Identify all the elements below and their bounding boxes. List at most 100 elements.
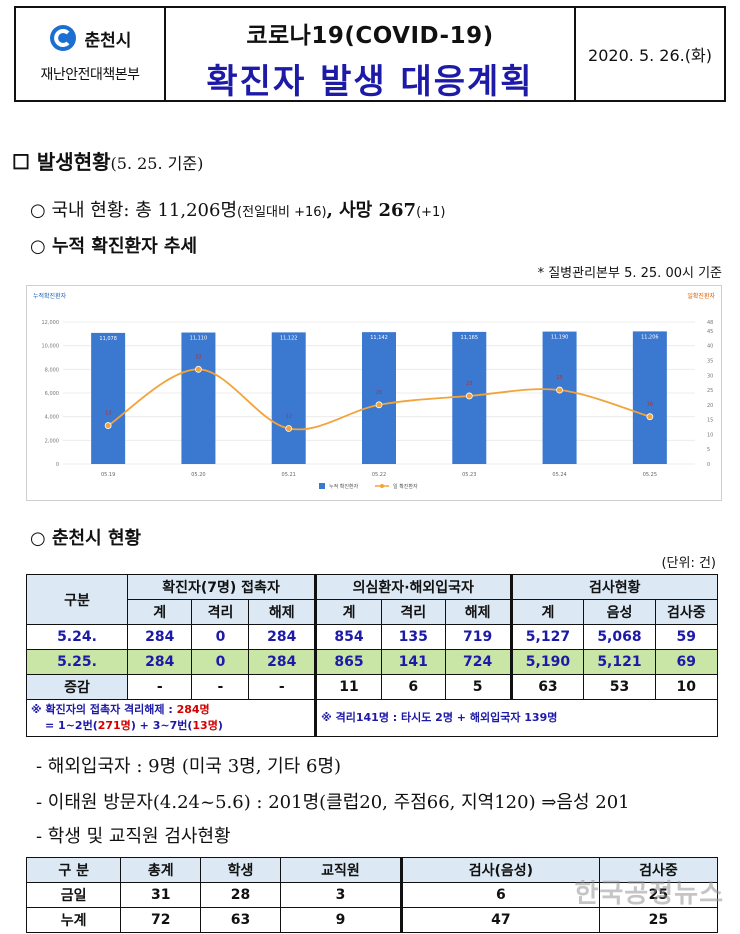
y-tick-label-right: 40 xyxy=(707,344,713,350)
overseas-line: - 해외입국자 : 9명 (미국 3명, 기타 6명) xyxy=(36,756,342,777)
bar-label: 11,190 xyxy=(551,335,569,341)
cell: 9 xyxy=(279,907,403,933)
bar xyxy=(362,332,396,464)
section-date: (5. 25. 기준) xyxy=(110,154,204,173)
cell: 63 xyxy=(509,674,585,700)
bar-label: 11,142 xyxy=(370,335,388,341)
cell: 11 xyxy=(314,674,382,700)
line-point-label: 25 xyxy=(556,375,562,381)
col-header: 구 분 xyxy=(25,857,122,883)
legend-label-line: 일 확진환자 xyxy=(393,483,418,490)
trend-heading: ○ 누적 확진환자 추세 xyxy=(30,232,197,258)
line-point-label: 23 xyxy=(466,381,472,387)
col-header: 교직원 xyxy=(279,857,403,883)
sub-header: 격리 xyxy=(191,599,250,625)
line-point xyxy=(285,425,293,432)
city-emblem-icon xyxy=(49,25,76,51)
cell: 5,127 xyxy=(509,624,585,650)
line-point xyxy=(375,401,383,409)
cell: 25 xyxy=(598,882,719,908)
trend-title: 누적 확진환자 추세 xyxy=(52,236,198,257)
note-text: ) + 3~7번( xyxy=(130,719,193,732)
table-row: 금일 31 28 3 6 25 xyxy=(25,882,719,908)
trend-chart: 누적확진환자 일확진환자 0 2,000 4,000 6,000 8,000 10,000 12… xyxy=(26,285,722,501)
table-note-row: ※ 확진자의 접촉자 격리해제 : 284명 = 1~2번(271명) + 3~… xyxy=(25,699,718,737)
y-tick-label-right: 48 xyxy=(707,320,713,326)
x-tick-label: 05.22 xyxy=(372,472,386,478)
cell: 5 xyxy=(444,674,512,700)
bar-label: 11,110 xyxy=(190,336,208,342)
table-row: 누계 72 63 9 47 25 xyxy=(25,907,719,933)
y-tick-label-left: 2,000 xyxy=(45,438,59,444)
cell: 3 xyxy=(279,882,403,908)
y-tick-label-right: 35 xyxy=(707,358,713,364)
col-header: 검사(음성) xyxy=(400,857,600,883)
y-tick-label-left: 6,000 xyxy=(45,391,59,397)
cell: 724 xyxy=(444,649,512,675)
cell: 5,190 xyxy=(509,649,585,675)
bullet-icon: ○ xyxy=(30,200,46,221)
sub-header: 검사중 xyxy=(654,599,719,625)
watermark: 한국공정뉴스 xyxy=(574,879,724,909)
sub-header: 계 xyxy=(314,599,382,625)
section-title: 발생현황 xyxy=(36,150,111,174)
header-subtitle: 코로나19(COVID-19) xyxy=(246,23,494,49)
x-tick-label: 05.25 xyxy=(643,472,657,478)
cell: 719 xyxy=(444,624,512,650)
note-text: ) xyxy=(217,719,223,732)
x-tick-label: 05.20 xyxy=(191,472,205,478)
cell: 854 xyxy=(314,624,382,650)
bar-label: 11,078 xyxy=(99,336,117,342)
city-logo: 춘천시 xyxy=(49,24,131,52)
school-line: - 학생 및 교직원 검사현황 xyxy=(36,826,231,847)
bar xyxy=(542,331,577,464)
city-heading: ○ 춘천시 현황 xyxy=(30,524,141,550)
note-left: ※ 확진자의 접촉자 격리해제 : 284명 = 1~2번(271명) + 3~… xyxy=(25,699,317,737)
note-text: 271명 xyxy=(97,719,131,732)
left-axis-label: 누적확진환자 xyxy=(33,292,67,300)
group-suspects: 의심환자·해외입국자 xyxy=(314,574,512,600)
sub-header: 계 xyxy=(509,599,585,625)
school-table: 구 분 총계 학생 교직원 검사(음성) 검사중 금일 31 28 3 6 25… xyxy=(25,857,719,933)
sub-header: 음성 xyxy=(583,599,656,625)
domestic-total: 국내 현황: 총 11,206명 xyxy=(51,200,238,221)
cell: 53 xyxy=(583,674,656,700)
col-header: 학생 xyxy=(200,857,281,883)
cell: 284 xyxy=(248,649,317,675)
city-status-table: 구분 확진자(7명) 접촉자 의심환자·해외입국자 검사현황 계 격리 해제 계… xyxy=(25,574,719,737)
legend-marker-line xyxy=(380,484,384,488)
table-row: 증감 - - - 11 6 5 63 53 10 xyxy=(26,674,719,700)
y-tick-label-right: 15 xyxy=(707,418,713,424)
y-tick-label-right: 20 xyxy=(707,403,713,409)
cell: 25 xyxy=(598,907,719,933)
document-header: 춘천시 재난안전대책본부 코로나19(COVID-19) 확진자 발생 대응계획… xyxy=(14,6,726,102)
x-tick-label: 05.21 xyxy=(282,472,296,478)
line-point-label: 32 xyxy=(195,354,201,360)
table-row: 5.24. 284 0 284 854 135 719 5,127 5,068 … xyxy=(26,624,719,650)
y-tick-label-left: 12,000 xyxy=(42,320,60,326)
row-label: 증감 xyxy=(26,674,128,700)
cell: 284 xyxy=(126,649,193,675)
y-tick-label-right: 45 xyxy=(707,329,713,335)
group-tests: 검사현황 xyxy=(509,574,719,600)
x-tick-label: 05.19 xyxy=(101,472,115,478)
cell: 10 xyxy=(654,674,719,700)
line-point xyxy=(104,422,112,429)
trend-source: * 질병관리본부 5. 25. 00시 기준 xyxy=(537,266,722,281)
x-tick-label: 05.23 xyxy=(462,472,476,478)
sub-header: 해제 xyxy=(248,599,317,625)
cell: - xyxy=(126,674,193,700)
y-tick-label-left: 0 xyxy=(56,462,59,468)
cell: 72 xyxy=(120,907,202,933)
cell: 6 xyxy=(380,674,446,700)
y-tick-label-right: 0 xyxy=(707,462,710,468)
cell: 865 xyxy=(314,649,382,675)
cell: 63 xyxy=(200,907,281,933)
cell: 135 xyxy=(380,624,446,650)
cell: 금일 xyxy=(25,882,122,908)
row-label: 5.25. xyxy=(26,649,128,675)
cell: 284 xyxy=(248,624,317,650)
line-point-label: 20 xyxy=(376,390,382,396)
bar-label: 11,165 xyxy=(461,335,479,341)
bar xyxy=(632,331,667,464)
